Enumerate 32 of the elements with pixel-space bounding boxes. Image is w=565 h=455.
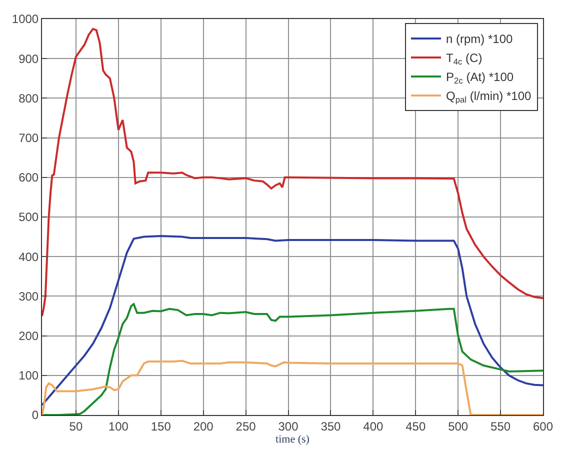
x-tick-label: 550	[490, 419, 511, 434]
y-tick-label: 100	[18, 368, 39, 383]
x-tick-label: 50	[69, 419, 83, 434]
legend-label: Q$_{pal}$ (l/min) *100	[446, 89, 532, 105]
x-tick-label: 400	[363, 419, 384, 434]
line-series	[42, 360, 543, 415]
y-tick-label: 300	[18, 289, 39, 304]
line-series	[42, 303, 543, 415]
legend-label: P$_{2c}$ (At) *100	[446, 70, 514, 86]
y-tick-label: 400	[18, 250, 39, 264]
x-tick-label: 200	[193, 419, 214, 434]
y-tick-label: 200	[18, 329, 39, 343]
line-series	[42, 235, 543, 406]
legend-label: T$_{4c}$ (C)	[446, 51, 482, 67]
x-tick-label: 250	[236, 419, 256, 434]
x-tick-label: 300	[278, 419, 299, 434]
legend-label: n (rpm) *100	[446, 32, 514, 46]
x-tick-label: 500	[448, 419, 468, 434]
x-tick-label: 350	[320, 419, 342, 434]
x-tick-label: 600	[532, 419, 554, 434]
x-tick-label: 450	[406, 419, 426, 434]
y-tick-label: 800	[18, 91, 39, 106]
y-tick-label: 900	[18, 52, 39, 66]
x-axis-title: time (s)	[276, 434, 310, 446]
y-tick-label: 500	[18, 210, 39, 224]
y-tick-label: 0	[32, 408, 39, 422]
y-tick-label: 1000	[12, 12, 39, 26]
y-tick-label: 700	[18, 131, 39, 145]
y-tick-label: 600	[18, 170, 39, 185]
x-tick-label: 150	[150, 419, 172, 434]
x-tick-label: 100	[108, 419, 129, 434]
line-series	[42, 28, 543, 317]
